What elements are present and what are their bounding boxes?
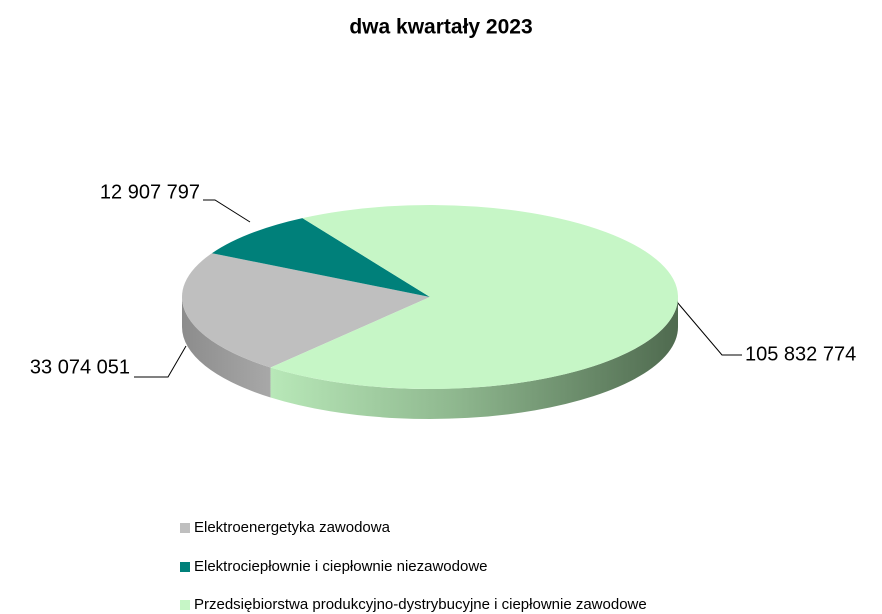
slice-side: [182, 297, 271, 398]
slice: [211, 218, 430, 297]
slice: [270, 204, 678, 389]
legend-label: Elektrociepłownie i ciepłownie niezawodo…: [194, 558, 488, 575]
slice: [182, 253, 430, 368]
data-label: 12 907 797: [100, 181, 200, 203]
leader-lines: [134, 199, 742, 378]
legend-swatch: [180, 523, 190, 533]
leader-line: [134, 345, 187, 378]
legend-label: Przedsiębiorstwa produkcyjno-dystrybucyj…: [194, 596, 647, 613]
chart-title: dwa kwartały 2023: [349, 16, 532, 39]
data-label: 105 832 774: [745, 343, 856, 365]
leader-line: [203, 199, 251, 223]
legend-swatch: [180, 600, 190, 610]
data-label: 33 074 051: [30, 356, 130, 378]
legend-label: Elektroenergetyka zawodowa: [194, 519, 391, 536]
leader-line: [676, 301, 742, 356]
legend-swatch: [180, 562, 190, 572]
slice-side: [270, 297, 678, 419]
